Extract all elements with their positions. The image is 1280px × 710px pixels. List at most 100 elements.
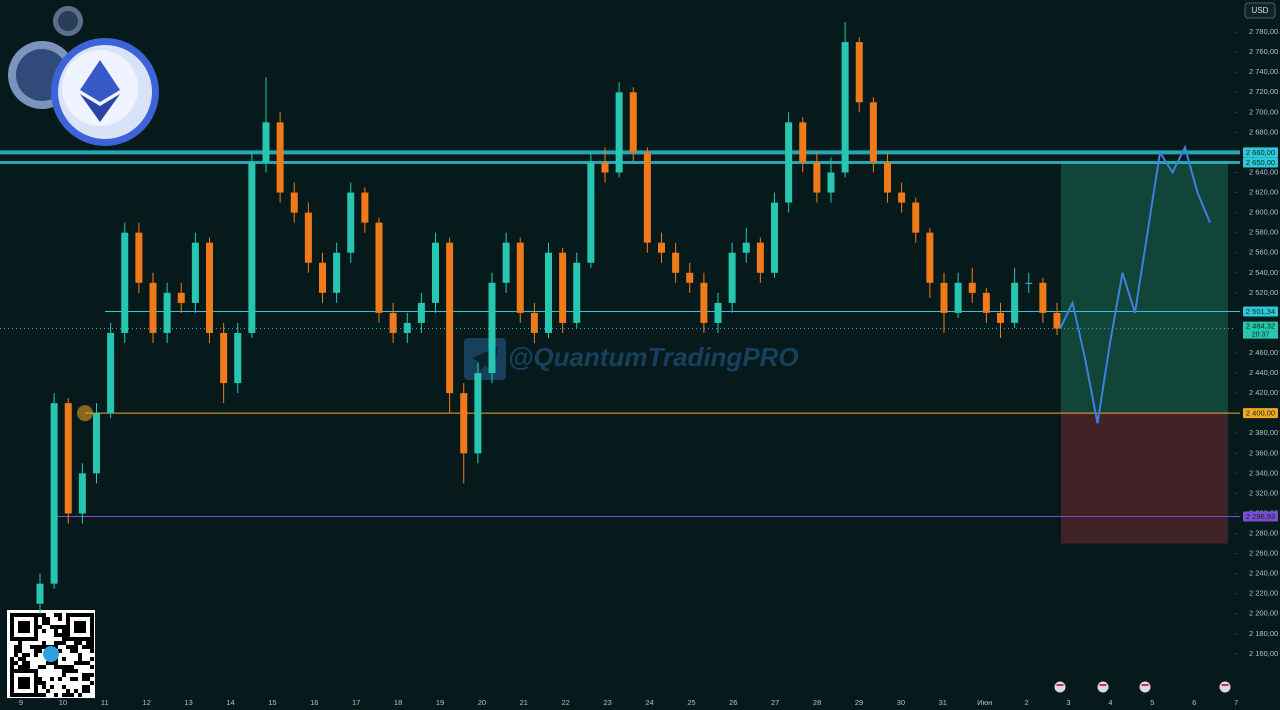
qr-cell xyxy=(18,681,22,685)
qr-cell xyxy=(42,641,46,645)
qr-cell xyxy=(22,665,26,669)
y-tick-label: 2 200,00 xyxy=(1249,609,1278,618)
y-tick-label: 2 760,00 xyxy=(1249,47,1278,56)
qr-cell xyxy=(50,661,54,665)
qr-cell xyxy=(58,617,62,621)
qr-cell xyxy=(26,669,30,673)
stop-zone xyxy=(1061,413,1228,544)
qr-cell xyxy=(10,685,14,689)
candle-body xyxy=(333,252,341,293)
x-tick-label: 14 xyxy=(226,698,234,707)
qr-cell xyxy=(10,673,14,677)
candle-body xyxy=(756,242,764,273)
x-tick-label: 15 xyxy=(268,698,276,707)
candle-body xyxy=(1053,312,1061,329)
candle-body xyxy=(898,192,906,203)
event-icon xyxy=(1139,681,1151,693)
x-tick-label: 29 xyxy=(855,698,863,707)
qr-cell xyxy=(78,629,82,633)
qr-cell xyxy=(38,693,42,697)
qr-cell xyxy=(26,629,30,633)
x-tick-label: 16 xyxy=(310,698,318,707)
countdown-label: 20:37 xyxy=(1252,331,1270,338)
candle-body xyxy=(714,302,722,323)
candle-body xyxy=(78,473,86,514)
qr-cell xyxy=(78,657,82,661)
event-flag xyxy=(1099,684,1107,686)
candle-body xyxy=(304,212,312,263)
qr-cell xyxy=(22,653,26,657)
qr-cell xyxy=(22,657,26,661)
qr-cell xyxy=(66,669,70,673)
qr-cell xyxy=(22,621,26,625)
candle-body xyxy=(149,282,157,333)
qr-cell xyxy=(82,661,86,665)
qr-cell xyxy=(22,677,26,681)
x-tick-label: 25 xyxy=(687,698,695,707)
candle-body xyxy=(276,122,284,193)
qr-cell xyxy=(70,637,74,641)
qr-cell xyxy=(10,613,14,617)
qr-cell xyxy=(34,617,38,621)
qr-cell xyxy=(30,693,34,697)
qr-cell xyxy=(14,653,18,657)
qr-cell xyxy=(18,625,22,629)
qr-cell xyxy=(34,649,38,653)
qr-cell xyxy=(34,689,38,693)
qr-cell xyxy=(22,661,26,665)
level-tag xyxy=(1243,408,1278,419)
qr-cell xyxy=(82,673,86,677)
candle-body xyxy=(206,242,213,333)
qr-cell xyxy=(62,669,66,673)
currency[interactable]: USD xyxy=(1252,6,1269,15)
x-tick-label: 6 xyxy=(1192,698,1196,707)
qr-cell xyxy=(10,689,14,693)
qr-cell xyxy=(34,681,38,685)
candle-body xyxy=(319,262,326,293)
qr-cell xyxy=(10,629,14,633)
qr-cell xyxy=(30,637,34,641)
candle-body xyxy=(799,122,807,163)
qr-cell xyxy=(58,613,62,617)
x-tick-label: 5 xyxy=(1150,698,1154,707)
y-tick-label: 2 640,00 xyxy=(1249,167,1278,176)
qr-cell xyxy=(74,613,78,617)
qr-cell xyxy=(46,689,50,693)
currency-box[interactable] xyxy=(1244,2,1276,19)
target-zone xyxy=(1061,162,1228,414)
qr-cell xyxy=(26,685,30,689)
candle-body xyxy=(163,292,171,333)
y-tick-label: 2 160,00 xyxy=(1249,649,1278,658)
candle-body xyxy=(1025,282,1033,284)
qr-cell xyxy=(66,621,70,625)
qr-cell xyxy=(42,629,46,633)
qr-cell xyxy=(42,665,46,669)
event-icon xyxy=(1054,681,1066,693)
qr-cell xyxy=(42,613,46,617)
qr-cell xyxy=(18,657,22,661)
y-tick-label: 2 680,00 xyxy=(1249,127,1278,136)
candle-body xyxy=(403,322,411,333)
candle-body xyxy=(177,292,185,303)
qr-cell xyxy=(86,673,90,677)
qr-cell xyxy=(54,629,58,633)
candle-body xyxy=(545,252,552,333)
qr-cell xyxy=(42,645,46,649)
candle-body xyxy=(50,403,58,584)
candle-body xyxy=(135,232,143,283)
qr-cell xyxy=(26,665,30,669)
qr-cell xyxy=(38,665,42,669)
qr-cell xyxy=(58,649,62,653)
y-tick-label: 2 320,00 xyxy=(1249,488,1278,497)
qr-cell xyxy=(22,625,26,629)
y-tick-label: 2 700,00 xyxy=(1249,107,1278,116)
y-tick-label: 2 260,00 xyxy=(1249,549,1278,558)
qr-cell xyxy=(54,633,58,637)
level-label: 2 660,00 xyxy=(1246,148,1275,157)
qr-cell xyxy=(70,649,74,653)
qr-cell xyxy=(90,621,94,625)
qr-cell xyxy=(10,637,14,641)
qr-cell xyxy=(90,629,94,633)
